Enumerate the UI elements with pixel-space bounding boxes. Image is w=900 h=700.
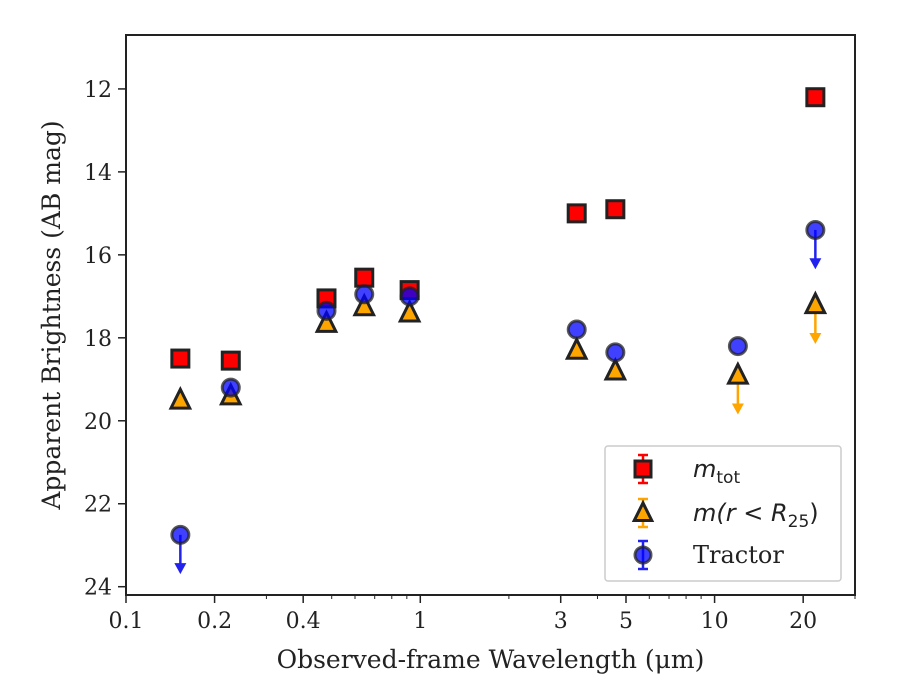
x-axis-ticks: 0.1 0.2 0.4 1 3 5 10 20 [109, 595, 856, 634]
square-point [605, 199, 626, 220]
square-point [170, 348, 191, 369]
y-tick-label: 14 [84, 161, 112, 186]
y-tick-label: 12 [84, 78, 112, 103]
x-tick-label: 0.4 [286, 609, 321, 634]
legend-label: m(r < R25) [693, 499, 819, 532]
legend-entry: Tractor [633, 539, 784, 571]
circle-point [605, 342, 626, 363]
circle-point [805, 219, 826, 240]
circle-point [566, 319, 587, 340]
y-tick-label: 22 [84, 493, 112, 518]
x-axis-label: Observed-frame Wavelength (μm) [277, 645, 705, 674]
y-axis-ticks: 12 14 16 18 20 22 24 [84, 78, 126, 601]
triangle-point [314, 309, 339, 333]
legend-marker-triangle [631, 499, 655, 523]
series-circle [170, 219, 826, 575]
x-tick-label: 10 [701, 609, 729, 634]
chart-marks [168, 87, 828, 575]
x-tick-label: 3 [554, 609, 568, 634]
x-tick-label: 1 [413, 609, 427, 634]
y-tick-label: 20 [84, 410, 112, 435]
triangle-point [603, 356, 628, 381]
circle-point [727, 336, 748, 357]
x-tick-label: 20 [789, 609, 817, 634]
x-tick-label: 0.2 [197, 609, 232, 634]
legend-entry: mtot [633, 453, 740, 488]
triangle-point [803, 290, 828, 315]
legend-label: Tractor [693, 541, 784, 569]
upper-limit-head [809, 332, 822, 344]
triangle-point [168, 385, 193, 410]
triangle-point [726, 361, 750, 385]
legend-entry: m(r < R25) [631, 497, 819, 532]
series-square [170, 87, 826, 371]
upper-limit-head [809, 258, 822, 270]
legend-marker-square [633, 459, 653, 479]
y-tick-label: 24 [84, 576, 112, 601]
legend: mtot m(r < R25) Tractor [604, 445, 842, 582]
y-axis-label: Apparent Brightness (AB mag) [37, 120, 66, 510]
square-point [566, 203, 587, 224]
circle-point [354, 284, 375, 305]
circle-point [399, 286, 420, 307]
legend-marker-circle [633, 545, 653, 565]
triangle-point [564, 336, 589, 360]
y-tick-label: 16 [84, 244, 112, 269]
plot-frame [125, 34, 856, 596]
series-triangle [168, 290, 828, 415]
circle-point [170, 524, 191, 545]
circle-point [220, 377, 241, 398]
square-point [220, 350, 241, 371]
legend-box [604, 445, 842, 582]
x-tick-label: 5 [619, 609, 633, 634]
y-tick-label: 18 [84, 327, 112, 352]
upper-limit-head [731, 403, 744, 415]
triangle-point [352, 292, 377, 317]
triangle-point [397, 298, 422, 323]
circle-point [316, 300, 337, 321]
upper-limit-head [174, 563, 187, 575]
x-tick-label: 0.1 [109, 609, 144, 634]
square-point [805, 87, 826, 108]
square-point [354, 267, 375, 288]
legend-label: mtot [693, 455, 740, 488]
